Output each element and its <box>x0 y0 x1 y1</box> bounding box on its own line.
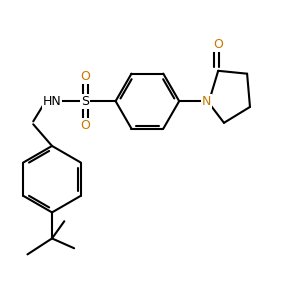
Text: O: O <box>213 38 223 51</box>
Text: N: N <box>202 95 211 108</box>
Text: S: S <box>81 95 89 108</box>
Text: O: O <box>80 119 90 132</box>
Text: O: O <box>80 70 90 83</box>
Text: HN: HN <box>43 95 61 108</box>
